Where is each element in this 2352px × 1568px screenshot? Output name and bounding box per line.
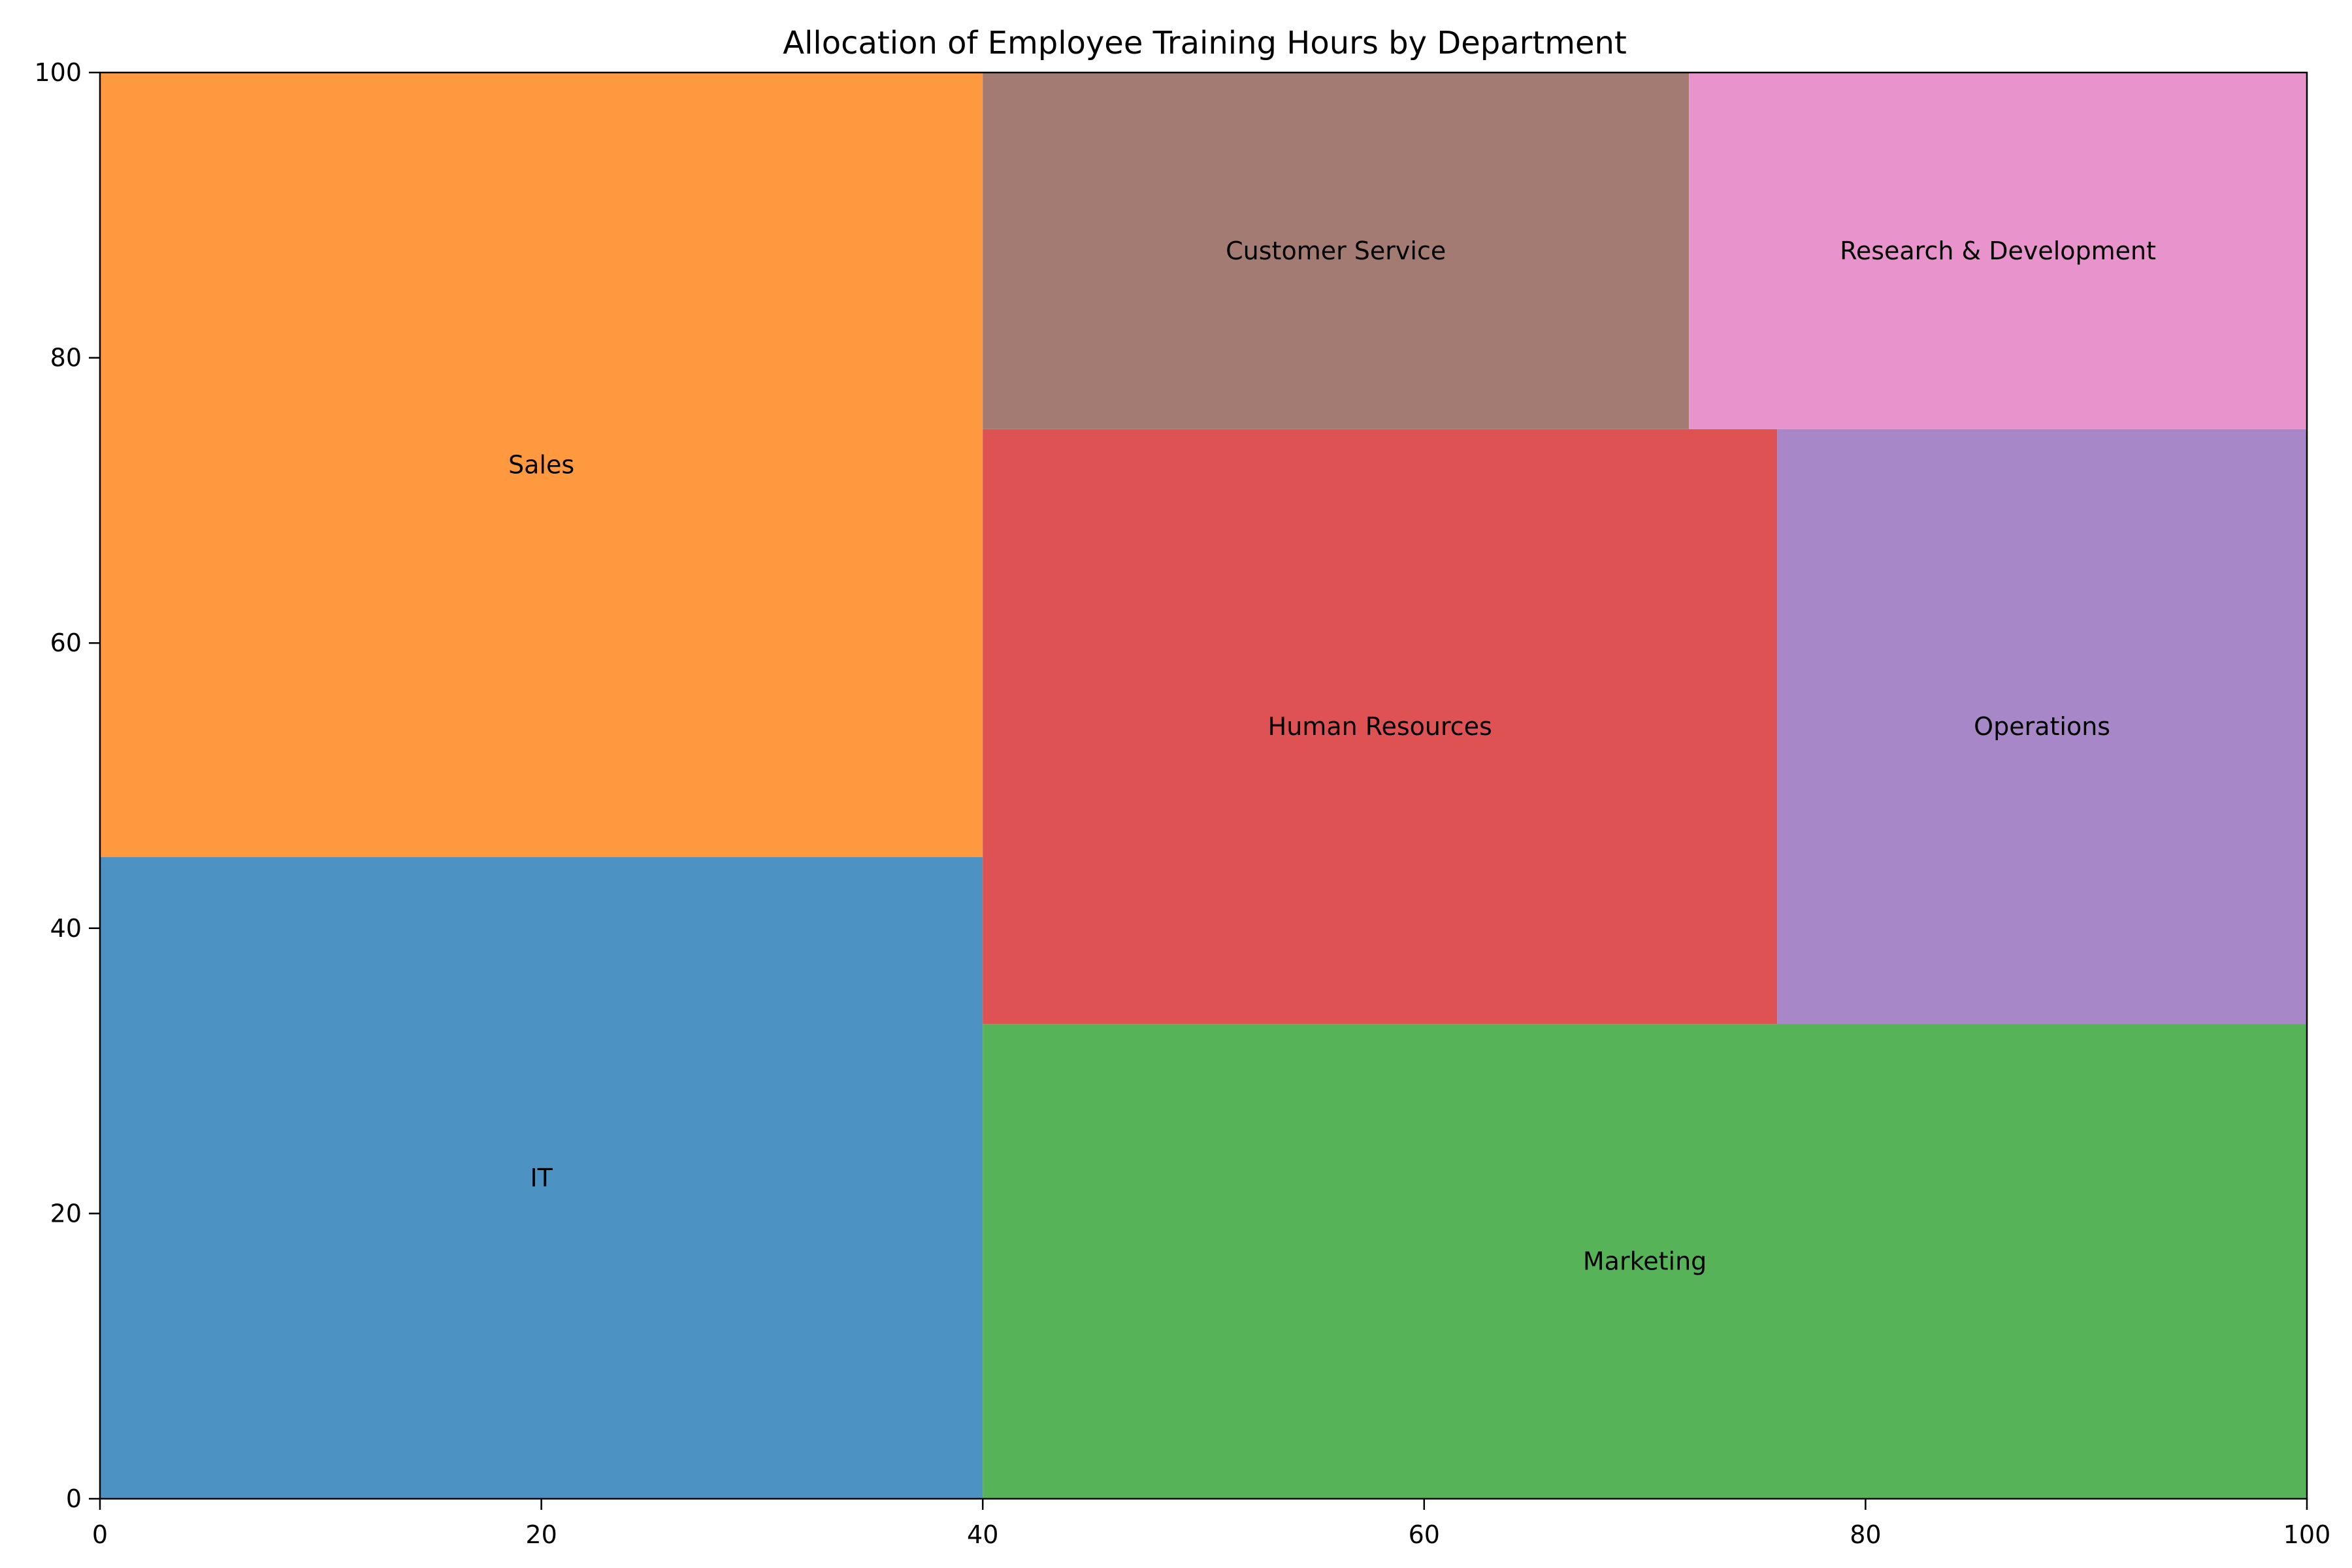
cell-label-it: IT — [530, 1164, 553, 1192]
cell-marketing — [983, 1024, 2307, 1499]
cell-research-and-development — [1689, 73, 2307, 429]
cell-label-human-resources: Human Resources — [1268, 712, 1492, 741]
treemap-cells: IT Sales Marketing Human Resources Operation… — [100, 73, 2307, 1499]
x-tick-label: 100 — [2283, 1520, 2331, 1549]
y-axis: 0 20 40 60 80 100 — [34, 58, 100, 1513]
cell-label-research-and-development: Research & Development — [1840, 237, 2156, 265]
x-tick-label: 80 — [1850, 1520, 1881, 1549]
cell-human-resources — [983, 429, 1778, 1024]
x-tick-label: 60 — [1409, 1520, 1440, 1549]
x-tick-label: 20 — [525, 1520, 557, 1549]
y-tick-label: 0 — [66, 1484, 82, 1513]
y-tick-label: 40 — [50, 914, 82, 943]
x-axis: 0 20 40 60 80 100 — [92, 1499, 2330, 1549]
x-tick-label: 0 — [92, 1520, 108, 1549]
y-tick-label: 60 — [50, 629, 82, 657]
cell-customer-service — [983, 73, 1690, 429]
y-tick-label: 100 — [34, 58, 82, 87]
cell-it — [100, 857, 983, 1499]
cell-label-sales: Sales — [508, 450, 574, 479]
cell-operations — [1777, 429, 2307, 1024]
plot-frame — [99, 71, 2308, 1500]
chart-title: Allocation of Employee Training Hours by… — [783, 25, 1627, 61]
cell-label-marketing: Marketing — [1583, 1247, 1707, 1276]
y-tick-label: 20 — [50, 1199, 82, 1228]
y-tick-label: 80 — [50, 344, 82, 372]
cell-sales — [100, 73, 983, 857]
cell-label-operations: Operations — [1974, 712, 2110, 741]
x-tick-label: 40 — [967, 1520, 998, 1549]
cell-label-customer-service: Customer Service — [1226, 237, 1446, 265]
